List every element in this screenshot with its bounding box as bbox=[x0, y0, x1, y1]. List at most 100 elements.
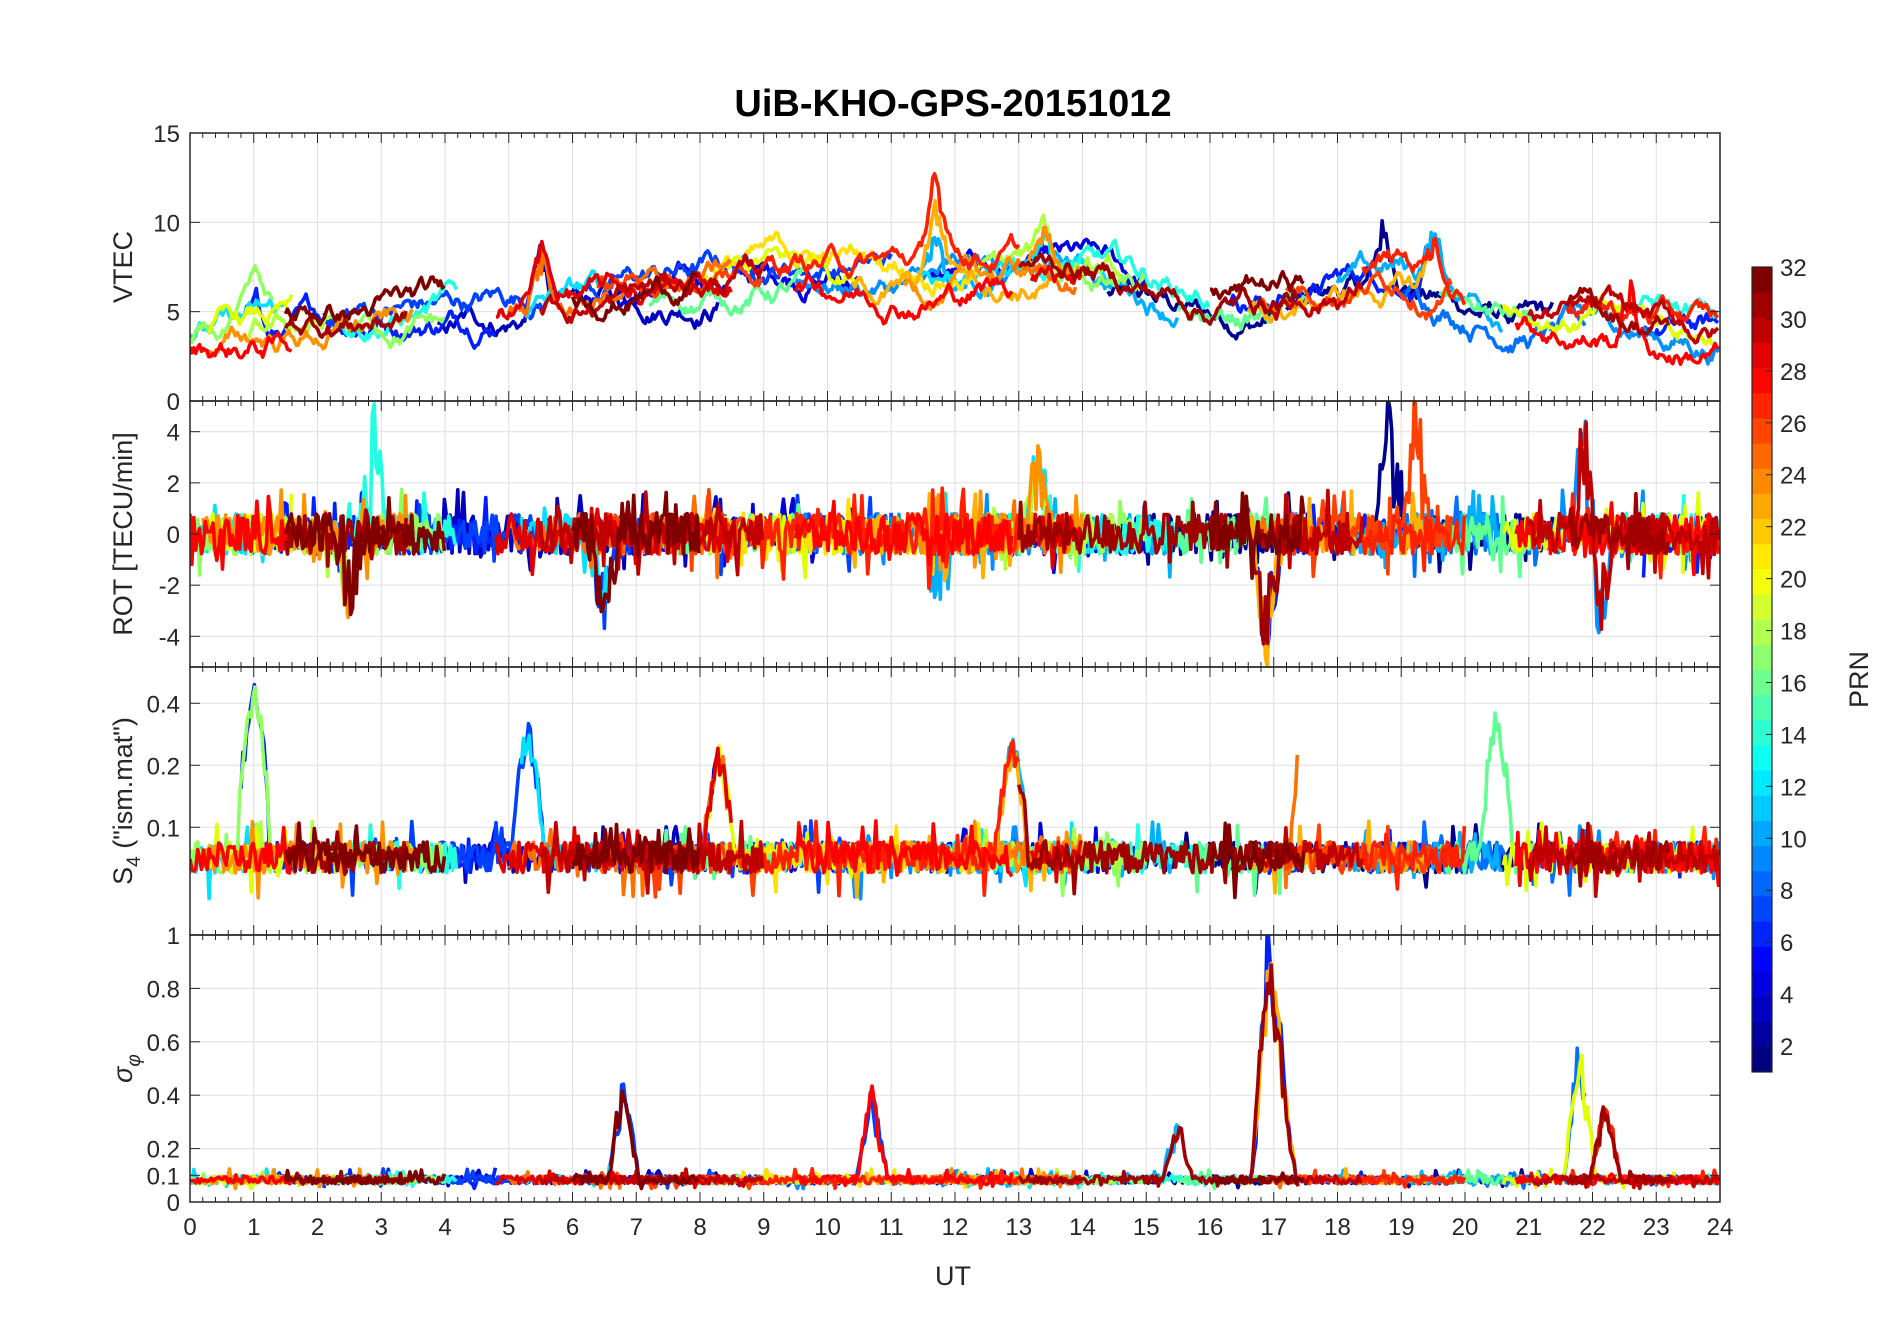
x-tick-label: 23 bbox=[1643, 1214, 1670, 1241]
y-ticks: 0 5 10 15 bbox=[153, 121, 1720, 416]
y-axis-label: S4 ("ism.mat") bbox=[108, 717, 145, 885]
series-line-prn-28 bbox=[190, 331, 293, 360]
y-tick-label: 1 bbox=[167, 923, 180, 950]
y-axis-label: ROT [TECU/min] bbox=[108, 432, 138, 636]
y-tick-label: 0.4 bbox=[147, 691, 180, 718]
x-tick-label: 15 bbox=[1133, 1214, 1160, 1241]
colorbar-segment bbox=[1752, 317, 1772, 343]
colorbar-tick-label: 14 bbox=[1780, 722, 1807, 749]
series-line-prn-28 bbox=[190, 1173, 292, 1186]
panel-s4: 0.1 0.2 0.4S4 ("ism.mat") bbox=[108, 666, 1721, 936]
y-tick-label: 0.1 bbox=[147, 1163, 180, 1190]
series-line-prn-28 bbox=[1514, 279, 1719, 367]
x-tick-label: 11 bbox=[879, 1214, 904, 1241]
colorbar-segment bbox=[1752, 367, 1772, 394]
y-tick-label: 0.6 bbox=[147, 1030, 180, 1057]
series-line-prn-27 bbox=[749, 739, 1021, 898]
colorbar-segment bbox=[1752, 870, 1772, 897]
y-tick-label: 5 bbox=[167, 300, 180, 327]
colorbar-tick-label: 32 bbox=[1780, 255, 1807, 282]
grid bbox=[189, 934, 1721, 1203]
series-line-prn-32 bbox=[1209, 1171, 1305, 1186]
colorbar-tick-label: 2 bbox=[1780, 1034, 1793, 1061]
colorbar-tick-label: 10 bbox=[1780, 826, 1807, 853]
y-axis-label-main: S bbox=[108, 867, 138, 885]
colorbar-segment bbox=[1752, 795, 1772, 821]
series-line-prn-32 bbox=[283, 275, 446, 327]
y-tick-label: 0.8 bbox=[147, 976, 180, 1003]
series-line-prn-31 bbox=[1565, 821, 1671, 888]
y-ticks: 0.1 0.2 0.4 bbox=[147, 691, 1720, 842]
colorbar-tick-label: 28 bbox=[1780, 359, 1807, 386]
series-line-prn-31 bbox=[1017, 784, 1300, 896]
chart-title: UiB-KHO-GPS-20151012 bbox=[734, 83, 1171, 125]
colorbar-tick-label: 18 bbox=[1780, 619, 1807, 646]
y-tick-label: 0 bbox=[167, 389, 180, 416]
x-tick-label: 5 bbox=[502, 1214, 515, 1241]
series-line-prn-30 bbox=[1527, 284, 1720, 345]
series-line-prn-30 bbox=[1527, 825, 1720, 899]
series-line-prn-30 bbox=[1259, 281, 1364, 321]
series-line-prn-32 bbox=[283, 1168, 447, 1186]
grid bbox=[189, 667, 1721, 935]
series-line-prn-27 bbox=[1361, 1171, 1467, 1189]
y-tick-label: 0 bbox=[167, 1190, 180, 1217]
colorbar-segment bbox=[1752, 1046, 1772, 1073]
x-tick-label: 19 bbox=[1388, 1214, 1415, 1241]
series-line-prn-31 bbox=[1565, 491, 1671, 571]
series-line-prn-26 bbox=[1284, 270, 1453, 321]
colorbar-segment bbox=[1752, 770, 1772, 796]
x-tick-label: 2 bbox=[311, 1214, 324, 1241]
x-tick-labels: 0 1 2 3 4 5 6 7 8 9 10 11 12 13 14 15 16 17 18 19 20 21 22 23 24 bbox=[183, 1214, 1733, 1241]
colorbar-segment bbox=[1752, 719, 1772, 746]
series-line-prn-31 bbox=[283, 310, 408, 339]
series-line-prn-31 bbox=[1565, 286, 1671, 336]
colorbar-segment bbox=[1752, 292, 1772, 318]
colorbar-segment bbox=[1752, 543, 1772, 570]
series-line-prn-27 bbox=[1361, 237, 1467, 306]
y-tick-label: 4 bbox=[167, 420, 180, 447]
colorbar-segment bbox=[1752, 267, 1772, 293]
series-line-prn-29 bbox=[1029, 264, 1083, 286]
series-line-prn-10 bbox=[1335, 230, 1504, 334]
series-line-prn-32 bbox=[570, 822, 701, 875]
colorbar-segment bbox=[1752, 417, 1772, 444]
colorbar-segment bbox=[1752, 342, 1772, 369]
colorbar-segment bbox=[1752, 1021, 1772, 1048]
series-line-prn-32 bbox=[284, 821, 447, 875]
colorbar-segment bbox=[1752, 996, 1772, 1023]
colorbar-segment bbox=[1752, 493, 1772, 520]
panel-vtec: 0 5 10 15 VTEC bbox=[108, 121, 1721, 416]
y-tick-label: 0.4 bbox=[147, 1083, 180, 1110]
colorbar-segment bbox=[1752, 644, 1772, 670]
y-axis-label-rest: ("ism.mat") bbox=[108, 717, 138, 856]
series-line-prn-29 bbox=[495, 1169, 733, 1190]
colorbar-segment bbox=[1752, 820, 1772, 847]
colorbar-tick-label: 6 bbox=[1780, 930, 1793, 957]
x-tick-label: 22 bbox=[1579, 1214, 1606, 1241]
x-tick-label: 4 bbox=[438, 1214, 451, 1241]
y-tick-label: 0.1 bbox=[147, 815, 180, 842]
x-ticks bbox=[189, 667, 1721, 935]
series-line-prn-31 bbox=[1566, 1105, 1670, 1186]
colorbar-segment bbox=[1752, 694, 1772, 721]
series-line-prn-32 bbox=[1208, 821, 1306, 900]
x-tick-label: 17 bbox=[1260, 1214, 1287, 1241]
series-line-prn-28 bbox=[794, 1084, 1014, 1188]
series-line-prn-31 bbox=[1018, 252, 1300, 326]
x-tick-label: 9 bbox=[757, 1214, 770, 1241]
colorbar-tick-label: 20 bbox=[1780, 567, 1807, 594]
series-lines bbox=[190, 401, 1720, 667]
y-tick-label: 0.2 bbox=[147, 1137, 180, 1164]
y-ticks: -4 -2 0 2 4 bbox=[159, 420, 1720, 651]
series-line-prn-32 bbox=[1209, 269, 1305, 301]
colorbar-segment bbox=[1752, 845, 1772, 872]
y-tick-label: 0.2 bbox=[147, 753, 180, 780]
colorbar-tick-label: 24 bbox=[1780, 463, 1807, 490]
series-line-prn-27 bbox=[749, 172, 1021, 280]
series-line-prn-32 bbox=[570, 270, 700, 323]
colorbar-segment bbox=[1752, 568, 1772, 595]
y-axis-label: σφ bbox=[108, 1054, 145, 1083]
y-tick-label: 10 bbox=[153, 210, 180, 237]
